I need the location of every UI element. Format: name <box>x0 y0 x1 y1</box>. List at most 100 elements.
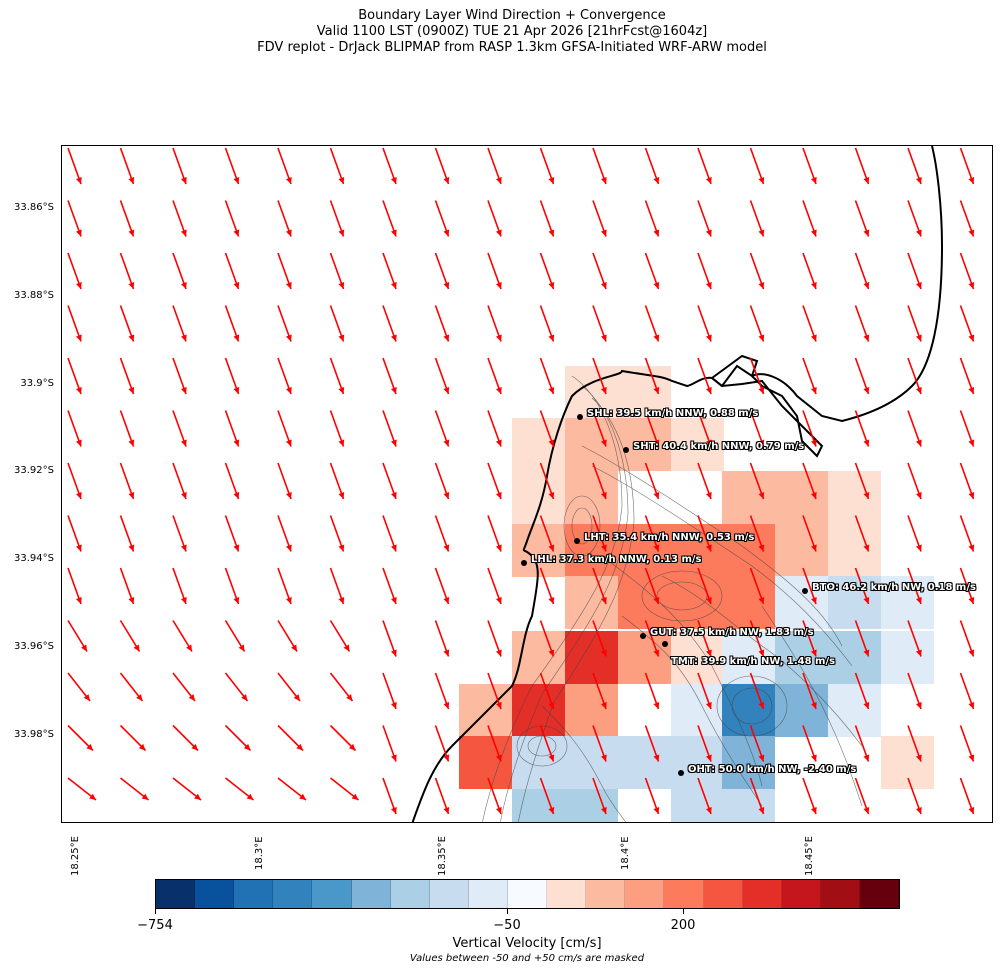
wind-arrow-head <box>968 754 975 762</box>
wind-arrow <box>119 567 135 605</box>
velocity-cell <box>512 418 565 471</box>
wind-arrow <box>67 200 82 237</box>
colorbar-segment <box>468 880 508 908</box>
colorbar-segment <box>312 880 352 908</box>
velocity-cell <box>565 631 618 684</box>
wind-arrow <box>487 672 502 710</box>
wind-arrow-head <box>863 544 870 552</box>
wind-arrow-head <box>968 702 975 709</box>
wind-arrow <box>907 515 922 552</box>
wind-arrow <box>907 200 922 237</box>
wind-arrow-head <box>548 597 555 604</box>
lon-label: 18.3°E <box>254 836 265 870</box>
wind-arrow-head <box>133 644 140 652</box>
wind-arrow <box>644 410 660 447</box>
wind-arrow-head <box>758 544 765 552</box>
wind-arrow <box>539 410 555 447</box>
wind-arrow <box>749 252 765 290</box>
wind-arrow-head <box>758 649 765 657</box>
wind-arrow <box>697 725 712 762</box>
wind-arrow <box>539 252 555 290</box>
wind-arrow-head <box>495 649 502 657</box>
wind-arrow <box>434 305 450 342</box>
wind-arrow-head <box>548 544 555 552</box>
station-marker-bto[interactable] <box>802 588 808 594</box>
colorbar-tickmark <box>155 909 156 914</box>
wind-arrow <box>487 777 502 815</box>
wind-arrow-head <box>233 439 240 447</box>
velocity-cell <box>671 789 724 822</box>
wind-arrow <box>487 567 502 605</box>
wind-arrow <box>907 410 922 447</box>
wind-arrow-head <box>600 702 607 709</box>
wind-arrow <box>382 147 397 185</box>
wind-arrow <box>539 200 555 237</box>
wind-arrow-head <box>443 702 450 709</box>
wind-arrow <box>802 515 817 552</box>
wind-arrow-head <box>390 334 397 342</box>
wind-arrow-head <box>495 177 502 184</box>
colorbar-segment <box>429 880 469 908</box>
station-marker-gut[interactable] <box>640 633 646 639</box>
wind-arrow-head <box>285 387 292 394</box>
wind-arrow-head <box>810 702 817 709</box>
wind-arrow <box>749 725 765 762</box>
wind-arrow <box>434 410 450 447</box>
wind-arrow-head <box>600 334 607 342</box>
map-title: Boundary Layer Wind Direction + Converge… <box>0 8 1004 56</box>
station-marker-lht[interactable] <box>574 538 580 544</box>
wind-arrow <box>119 462 135 500</box>
station-label-shl: SHL: 39.5 km/h NNW, 0.88 m/s <box>587 408 759 419</box>
wind-arrow <box>119 147 135 185</box>
velocity-cell <box>881 576 934 629</box>
velocity-cell <box>565 684 618 737</box>
lat-label: 33.86°S <box>14 202 54 213</box>
wind-arrow <box>539 567 555 605</box>
wind-arrow-head <box>246 793 254 800</box>
wind-arrow-head <box>705 597 712 604</box>
wind-arrow <box>434 515 450 552</box>
wind-arrow-head <box>128 597 135 604</box>
station-marker-lhl[interactable] <box>521 560 527 566</box>
colorbar-segment <box>390 880 430 908</box>
wind-arrow <box>644 515 660 552</box>
wind-arrow-head <box>863 492 870 499</box>
wind-arrow-head <box>810 649 817 657</box>
station-marker-tmt[interactable] <box>662 641 668 647</box>
wind-arrow <box>224 357 240 395</box>
wind-arrow-head <box>495 229 502 237</box>
wind-arrow-head <box>810 282 817 289</box>
wind-arrow <box>224 567 240 605</box>
lat-label: 33.94°S <box>14 553 54 564</box>
wind-arrow <box>329 567 345 605</box>
wind-arrow <box>382 357 397 395</box>
wind-arrow-head <box>136 694 143 701</box>
wind-arrow-head <box>548 229 555 237</box>
station-marker-shl[interactable] <box>577 414 583 420</box>
colorbar-segment <box>273 880 313 908</box>
wind-arrow-head <box>81 644 87 652</box>
wind-arrow-head <box>915 439 922 447</box>
map-panel[interactable] <box>61 145 993 823</box>
wind-arrow <box>382 462 397 500</box>
wind-arrow-head <box>285 439 292 447</box>
velocity-cell <box>565 576 618 629</box>
wind-arrow-head <box>653 439 660 447</box>
wind-arrow-head <box>180 492 187 499</box>
wind-arrow-head <box>600 649 607 657</box>
wind-arrow <box>277 200 292 237</box>
station-marker-oht[interactable] <box>678 770 684 776</box>
velocity-cell <box>565 736 618 789</box>
wind-arrow-head <box>863 754 870 762</box>
wind-arrow-head <box>600 754 607 762</box>
map-canvas[interactable] <box>62 146 993 823</box>
wind-arrow-head <box>548 334 555 342</box>
station-marker-sht[interactable] <box>623 447 629 453</box>
wind-arrow-head <box>810 492 817 499</box>
wind-arrow <box>854 672 870 710</box>
velocity-cell <box>722 789 775 822</box>
wind-arrow <box>644 305 660 342</box>
wind-arrow <box>749 672 765 710</box>
wind-arrow-head <box>285 229 292 237</box>
wind-arrow-head <box>443 334 450 342</box>
